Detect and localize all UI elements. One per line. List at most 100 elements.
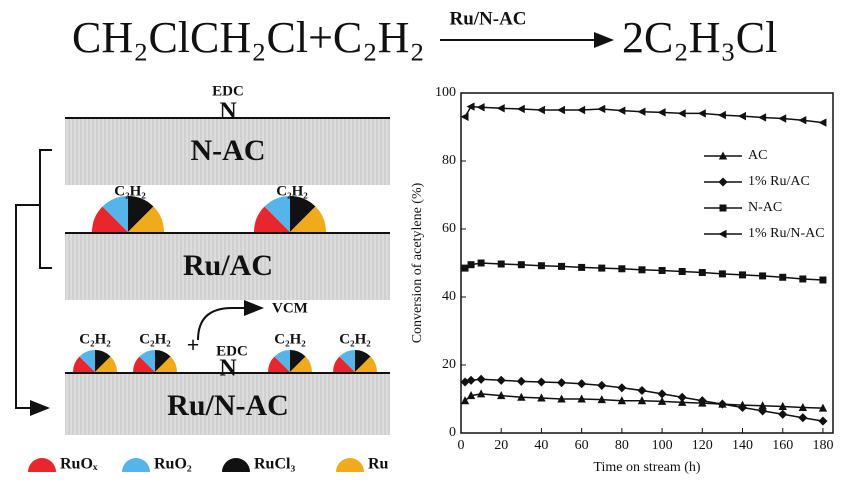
data-point [779,274,786,281]
data-point [597,381,606,390]
catalyst: Ru/N-AC [449,8,526,29]
product: 2C₂H₃Cl [622,13,777,62]
y-tick-label: 20 [442,357,456,372]
data-point [618,265,625,272]
data-point [497,376,506,385]
x-tick-label: 80 [615,438,629,453]
x-tick-label: 60 [575,438,589,453]
data-point [698,109,706,117]
n-label: N [219,356,237,382]
legend-label: RuOₓ [60,456,98,473]
legend-swatch [336,458,364,472]
data-point [558,263,565,270]
support-label: Ru/N-AC [167,389,289,422]
data-point [799,275,806,282]
data-point [679,268,686,275]
x-tick-label: 140 [732,438,753,453]
data-point [638,266,645,273]
data-point [498,261,505,268]
data-point [637,386,646,395]
c2h2-label: C₂H₂ [339,331,371,347]
data-point [577,379,586,388]
y-axis-label: Conversion of acetylene (%) [410,182,425,343]
data-point [468,261,475,268]
x-axis-label: Time on stream (h) [593,460,701,475]
legend-label: RuO₂ [154,456,192,473]
x-tick-label: 160 [772,438,793,453]
legend-label: Ru [368,456,389,473]
legend-marker [718,177,727,186]
data-point [739,271,746,278]
data-point [477,375,486,384]
data-point [719,270,726,277]
data-point [759,272,766,279]
legend-marker [720,205,727,212]
data-point [699,269,706,276]
data-point [798,116,806,124]
reactants: CH₂ClCH₂Cl+C₂H₂ [72,13,425,62]
data-point [577,106,585,114]
data-point [537,377,546,386]
data-point [477,103,485,111]
data-point [478,260,485,267]
support-label: N-AC [191,134,266,167]
legend-marker [718,230,726,238]
data-point [658,389,667,398]
legend-label: 1% Ru/N-AC [748,226,825,241]
scheme: EDC N N-AC Ru/AC Ru/N-AC + EDC N VCM [16,83,390,435]
data-point [818,118,826,126]
bracket-arrow [16,205,48,408]
data-point [659,267,666,274]
y-tick-label: 100 [435,85,456,100]
data-point [617,383,626,392]
legend-swatch [122,458,150,472]
data-point [597,105,605,113]
data-point [658,108,666,116]
c2h2-label: C₂H₂ [274,331,306,347]
edc-label: EDC [212,83,244,99]
page: CH₂ClCH₂Cl+C₂H₂ Ru/N-AC 2C₂H₃Cl EDC N N-… [0,0,847,482]
n-label: N [219,99,237,125]
c2h2-label: C₂H₂ [139,331,171,347]
data-point [819,277,826,284]
data-point [758,113,766,121]
y-tick-label: 80 [442,153,456,168]
data-point [718,111,726,119]
legend-label: 1% Ru/AC [748,174,810,189]
data-point [477,389,485,397]
data-point [462,265,469,272]
c2h2-label: C₂H₂ [79,331,111,347]
x-tick-label: 40 [534,438,548,453]
x-tick-label: 120 [692,438,713,453]
x-tick-label: 20 [494,438,508,453]
data-point [578,264,585,271]
y-tick-label: 0 [449,425,456,440]
data-point [517,105,525,113]
data-point [467,102,475,110]
data-point [617,106,625,114]
x-tick-label: 180 [812,438,833,453]
data-point [557,378,566,387]
legend-swatch [222,458,250,472]
y-tick-label: 40 [442,289,456,304]
data-point [778,410,787,419]
plot-frame [461,93,833,433]
data-point [557,106,565,114]
data-point [798,413,807,422]
arrow [198,308,262,340]
y-tick-label: 60 [442,221,456,236]
legend-label: RuCl₃ [254,456,295,473]
data-point [818,417,827,426]
data-point [497,104,505,112]
data-point [538,262,545,269]
vcm-label: VCM [272,300,308,316]
data-point [537,106,545,114]
bracket [40,150,52,268]
data-point [738,112,746,120]
support-label: Ru/AC [183,249,273,282]
data-point [518,261,525,268]
data-point [637,108,645,116]
x-tick-label: 0 [458,438,465,453]
legend-label: AC [748,148,767,163]
